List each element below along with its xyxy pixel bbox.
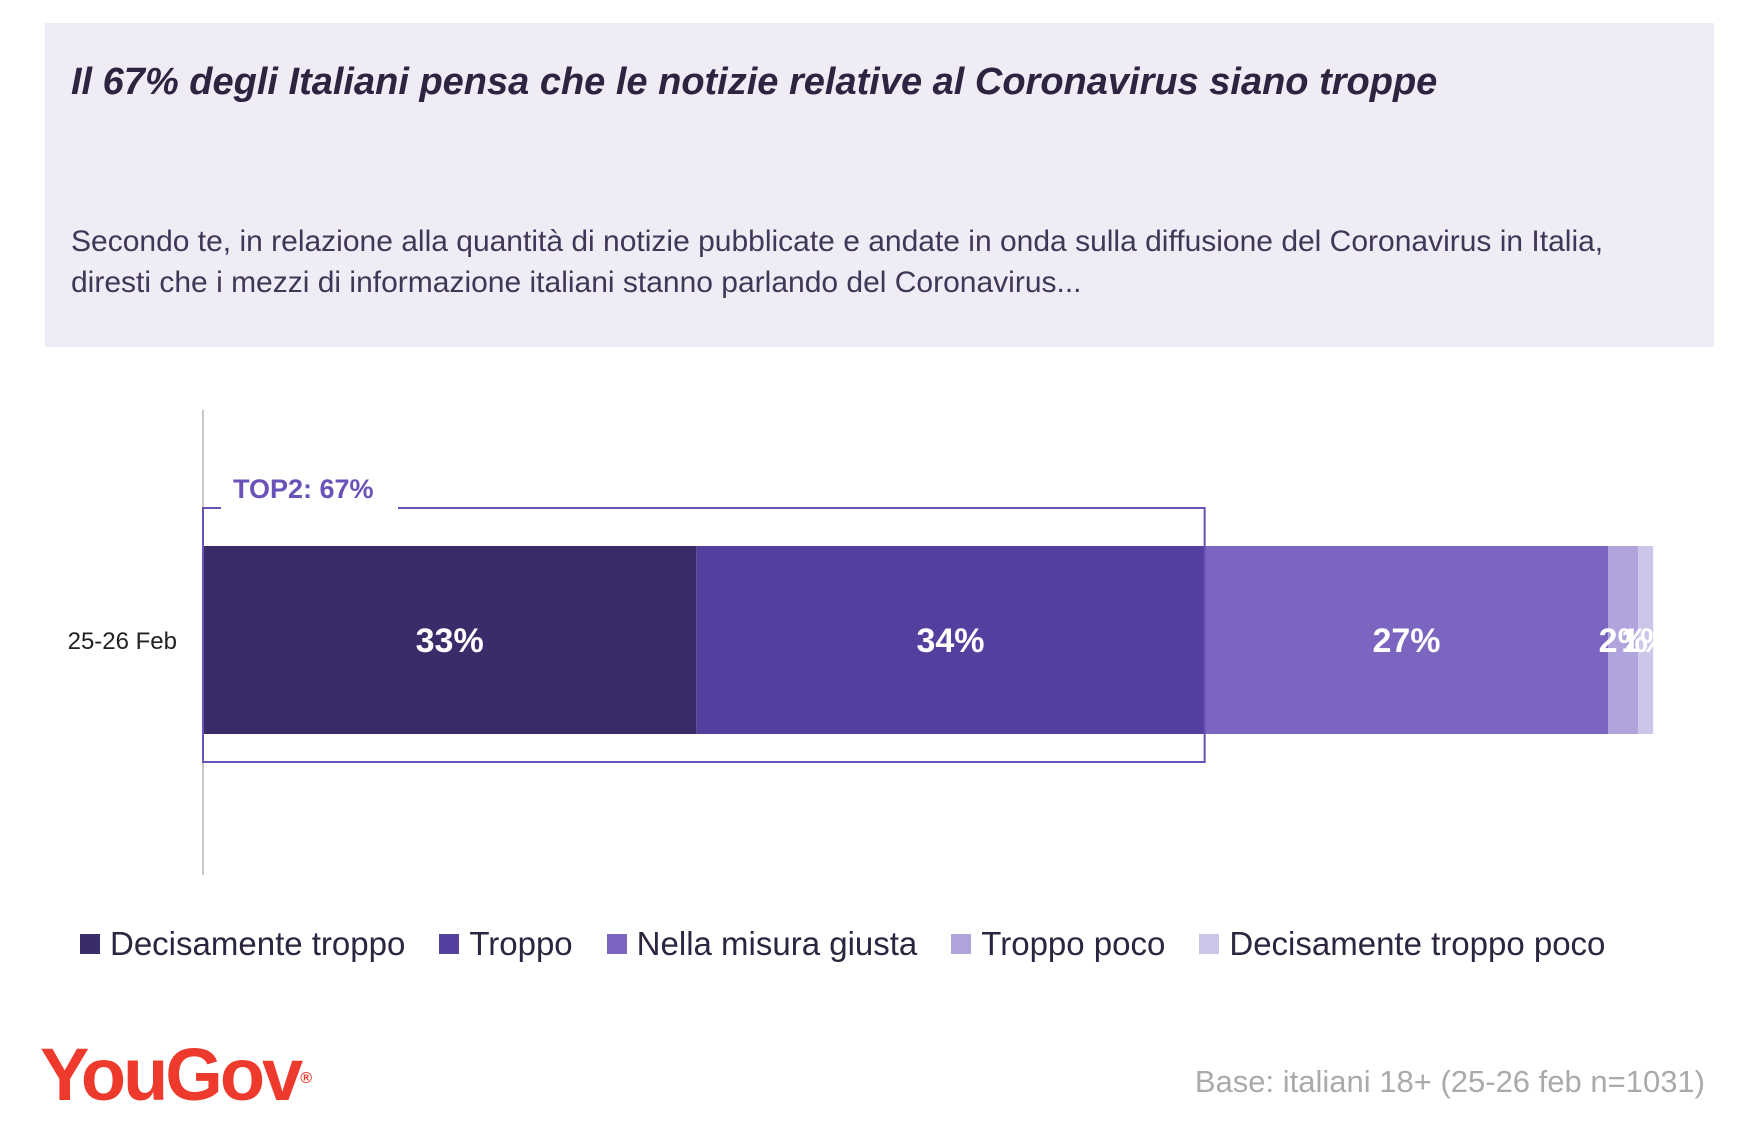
- legend-swatch: [80, 934, 100, 954]
- data-label-5: 1%: [1621, 622, 1670, 660]
- base-note: Base: italiani 18+ (25-26 feb n=1031): [1194, 1064, 1705, 1099]
- legend-item-2: Troppo: [439, 925, 573, 963]
- data-label-4: 2%: [1599, 622, 1648, 660]
- category-labels: 25-26 Feb: [68, 628, 177, 655]
- bar-segment-2: [696, 546, 1205, 734]
- legend: Decisamente troppo Troppo Nella misura giu…: [80, 925, 1720, 963]
- legend-swatch: [606, 934, 627, 954]
- bar-group: 33% 34% 27% 2%1%: [203, 546, 1670, 734]
- legend-item-4: Troppo poco: [951, 925, 1165, 963]
- legend-swatch: [439, 934, 460, 954]
- legend-label: Troppo: [469, 925, 573, 962]
- category-label: 25-26 Feb: [68, 628, 177, 655]
- stacked-bar-chart: 33% 34% 27% 2%1% TOP2: 67% 25-26 Feb: [68, 410, 1670, 875]
- legend-item-5: Decisamente troppo poco: [1199, 925, 1605, 963]
- data-label-2: 34%: [916, 622, 984, 660]
- bar-segment-4: [1608, 546, 1639, 734]
- top2-label: TOP2: 67%: [233, 474, 374, 504]
- data-label-3: 27%: [1372, 622, 1440, 660]
- registered-mark: ®: [300, 1070, 312, 1087]
- bar-segment-3: [1204, 546, 1609, 734]
- legend-label: Nella misura giusta: [636, 925, 918, 962]
- legend-item-3: Nella misura giusta: [606, 925, 918, 963]
- legend-swatch: [951, 934, 972, 954]
- legend-label: Troppo poco: [981, 925, 1166, 962]
- yougov-logo: YouGov®: [40, 1035, 312, 1115]
- legend-item-1: Decisamente troppo: [80, 925, 405, 963]
- header-panel: Il 67% degli Italiani pensa che le notiz…: [45, 23, 1714, 347]
- logo-text: YouGov: [40, 1033, 303, 1116]
- bar-segment-1: [203, 546, 697, 734]
- legend-swatch: [1199, 934, 1220, 954]
- chart-title: Il 67% degli Italiani pensa che le notiz…: [71, 61, 1438, 103]
- top2-bracket: [202, 507, 1206, 763]
- legend-label: Decisamente troppo poco: [1229, 925, 1606, 962]
- legend-label: Decisamente troppo: [110, 925, 406, 962]
- top2-annotation: TOP2: 67%: [202, 474, 1206, 763]
- survey-question: Secondo te, in relazione alla quantità d…: [71, 225, 1604, 299]
- bar-segment-5: [1638, 546, 1654, 734]
- data-label-1: 33%: [416, 622, 484, 660]
